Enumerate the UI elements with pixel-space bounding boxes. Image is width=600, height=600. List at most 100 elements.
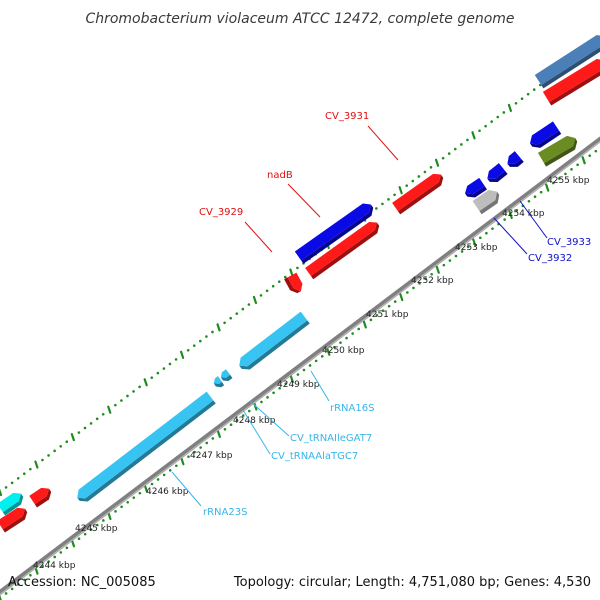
rna-rRNA23S <box>77 391 216 502</box>
ruler-tick <box>434 158 440 167</box>
ruler-dot <box>411 179 415 183</box>
cds-steel-top-right <box>534 34 600 89</box>
ruler-dot <box>387 198 390 201</box>
ruler-dot <box>162 473 166 477</box>
ruler-dot <box>16 476 20 480</box>
ruler-dot <box>126 500 129 504</box>
ruler-dot <box>381 309 385 313</box>
ruler-dot <box>187 455 190 458</box>
ruler-dot <box>89 528 93 531</box>
tick-label: 4247 kbp <box>190 451 233 461</box>
gene-label-nadB: nadB <box>267 170 293 181</box>
feature-track <box>0 34 600 533</box>
ruler-dot <box>369 318 373 322</box>
ruler-dot <box>259 294 263 297</box>
cds-CV_3932 <box>465 177 487 198</box>
ruler-dot <box>229 316 232 320</box>
ruler-dot <box>89 422 93 425</box>
leader-line <box>367 125 399 161</box>
gene-label-CV_3933: CV_3933 <box>547 237 591 248</box>
ruler-dot <box>357 327 361 331</box>
ruler-tick <box>216 323 221 332</box>
ruler-dot <box>162 367 166 370</box>
ruler-dot <box>430 272 433 276</box>
ruler-dot <box>308 364 312 367</box>
cds-CV_3929 <box>284 272 303 294</box>
ruler-dot <box>114 403 117 407</box>
ruler-dot <box>533 195 537 199</box>
cds-CV_3933-b <box>507 151 524 167</box>
ruler-dot <box>460 143 463 146</box>
ruler-tick <box>0 488 3 497</box>
ruler-dot <box>175 464 178 468</box>
ruler-dot <box>53 449 56 453</box>
ruler-tick <box>180 457 185 466</box>
ruler-dot <box>156 371 160 375</box>
ruler-dot <box>29 467 32 471</box>
ruler-dot <box>47 454 50 457</box>
ruler-tick <box>70 433 75 442</box>
ruler-dot <box>199 339 202 343</box>
ruler-dot <box>551 181 555 185</box>
ruler-dot <box>375 207 378 210</box>
ruler-dot <box>41 564 44 568</box>
ruler-dot <box>10 481 14 485</box>
tick-label: 4248 kbp <box>233 416 276 426</box>
ruler-dot <box>460 250 464 253</box>
ruler-dot <box>65 546 69 550</box>
ruler-dot <box>405 184 409 187</box>
ruler-dot <box>466 245 470 249</box>
ruler-dot <box>138 385 141 389</box>
ruler-dot <box>120 505 123 509</box>
rna-tRNAIle <box>220 369 233 381</box>
ruler-dot <box>351 332 354 335</box>
leader-line <box>242 409 271 455</box>
ruler-dot <box>314 359 318 363</box>
ruler-dot <box>514 102 518 105</box>
ruler-dot <box>83 532 87 536</box>
ruler-dot <box>479 236 482 240</box>
ruler-dot <box>406 291 409 294</box>
ruler-dot <box>418 282 421 285</box>
ruler-dot <box>454 254 458 258</box>
ruler-dot <box>235 418 239 422</box>
ruler-dot <box>345 336 348 340</box>
ruler-dot <box>102 519 105 522</box>
ruler-dot <box>417 175 421 178</box>
ruler-tick <box>581 156 586 165</box>
ruler-dot <box>532 88 536 91</box>
ruler-dot <box>423 170 427 174</box>
ruler-tick <box>143 378 148 387</box>
ruler-dot <box>266 396 269 399</box>
tick-labels: 4244 kbp 4245 kbp 4246 kbp 4247 kbp 4248 kbp… <box>33 176 590 571</box>
ruler-dot <box>120 399 123 402</box>
backbone-line <box>0 136 600 596</box>
ruler-dot <box>65 440 69 443</box>
leader-line <box>171 471 202 507</box>
ruler-dot <box>199 446 202 449</box>
ruler-dot <box>205 441 209 445</box>
ruler-dot <box>265 289 269 293</box>
cds-red-left-b <box>29 487 52 508</box>
ruler-tick <box>34 566 39 575</box>
ruler-dot <box>375 313 379 317</box>
gene-label-CV_tRNAAlaTGC7: CV_tRNAAlaTGC7 <box>271 451 358 462</box>
leader-line <box>244 221 273 253</box>
ruler-dot <box>229 423 233 427</box>
ruler-dot <box>296 266 299 270</box>
ruler-dot <box>448 259 452 262</box>
tick-label: 4250 kbp <box>322 346 365 356</box>
ruler-dot <box>278 386 281 390</box>
ruler-dot <box>223 321 226 325</box>
ruler-dot <box>424 277 427 281</box>
ruler-dot <box>412 286 415 290</box>
ruler-tick <box>252 295 258 305</box>
ruler-dot <box>41 458 44 462</box>
ruler-dot <box>156 478 160 481</box>
cds-cyan-left <box>0 492 24 516</box>
gene-labels: CV_3929 nadB CV_3931 CV_3932 CV_3933 rRNA16S C… <box>171 111 591 518</box>
ruler-tick <box>107 405 112 414</box>
map-title: Chromobacterium violaceum ATCC 12472, co… <box>85 11 514 27</box>
tick-label: 4245 kbp <box>75 524 118 534</box>
ruler-dot <box>168 362 172 366</box>
